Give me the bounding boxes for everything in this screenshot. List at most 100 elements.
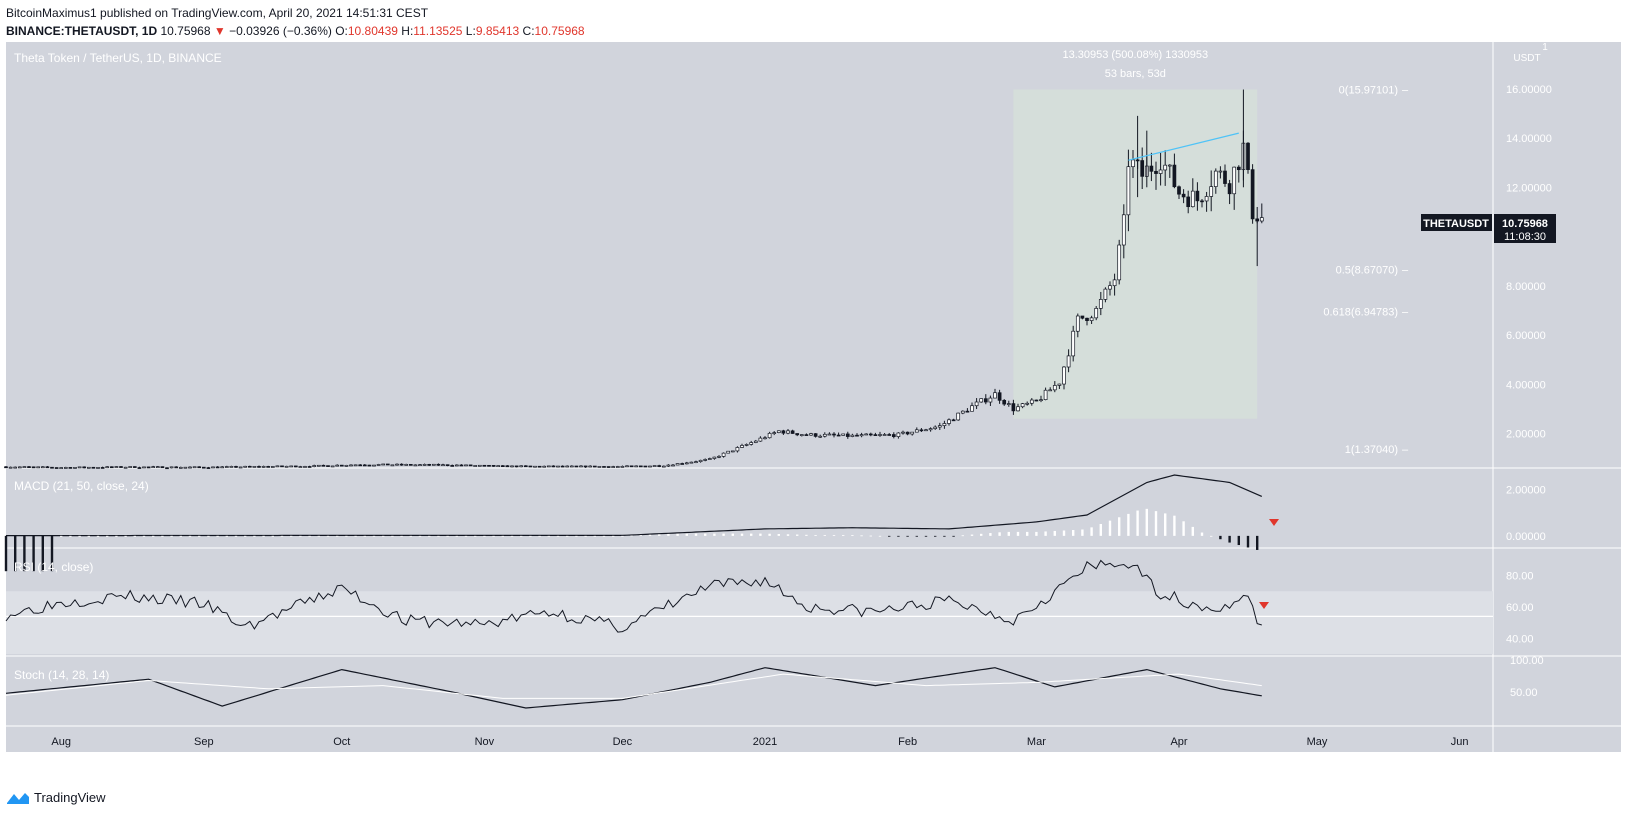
candle-body xyxy=(588,465,593,468)
macd-histogram-bar xyxy=(400,535,403,537)
candle-body xyxy=(1167,164,1172,167)
macd-histogram-bar xyxy=(961,535,964,537)
macd-histogram-bar xyxy=(271,535,274,537)
candle-body xyxy=(1218,170,1223,173)
candle-body xyxy=(86,466,91,469)
chart-area[interactable]: 0(15.97101) –0.5(8.67070) –0.618(6.94783) –… xyxy=(0,42,1627,752)
macd-histogram-bar xyxy=(152,535,155,537)
candle-body xyxy=(234,466,238,468)
candle-body xyxy=(1103,288,1108,300)
rsi-pane xyxy=(5,559,1493,654)
candle-body xyxy=(873,434,878,436)
candle-body xyxy=(1085,317,1089,321)
candle-body xyxy=(270,466,275,468)
candle-body xyxy=(252,466,257,468)
macd-histogram-bar xyxy=(326,535,330,537)
candle-body xyxy=(905,431,910,435)
candle-body xyxy=(1190,190,1195,208)
candle-body xyxy=(500,465,505,468)
candle-body xyxy=(611,466,616,468)
macd-histogram-bar xyxy=(878,535,882,537)
trendline[interactable] xyxy=(1128,132,1239,161)
macd-histogram-bar xyxy=(538,535,541,537)
candle-body xyxy=(818,435,823,438)
macd-histogram-bar xyxy=(87,535,90,537)
fibonacci-levels[interactable]: 0(15.97101) –0.5(8.67070) –0.618(6.94783) –… xyxy=(1323,84,1409,456)
candle-body xyxy=(40,466,45,469)
candle-body xyxy=(510,465,514,468)
rsi-axis-tick: 40.00 xyxy=(1506,633,1534,645)
candle-body xyxy=(408,464,413,466)
candle-body xyxy=(459,464,464,467)
macd-histogram-bar xyxy=(1210,535,1213,537)
macd-histogram-bar xyxy=(786,534,790,536)
candle-body xyxy=(914,429,919,433)
macd-histogram-bar xyxy=(124,535,127,537)
macd-histogram-bar xyxy=(584,535,587,537)
macd-histogram-bar xyxy=(50,535,54,572)
macd-histogram-bar xyxy=(676,533,679,536)
candle-body xyxy=(514,465,519,468)
down-arrow-icon: ▼ xyxy=(213,24,226,38)
candle-body xyxy=(1066,355,1071,368)
macd-histogram-bar xyxy=(142,535,146,537)
time-axis-tick: Nov xyxy=(475,736,495,748)
candle-body xyxy=(1039,399,1043,401)
candle-body xyxy=(1002,399,1007,405)
candle-body xyxy=(790,430,795,434)
candle-body xyxy=(901,431,905,434)
candle-body xyxy=(749,442,754,445)
candle-body xyxy=(1154,170,1158,174)
time-axis-tick: Dec xyxy=(613,736,633,748)
candle-body xyxy=(859,434,864,437)
candle-body xyxy=(344,464,349,467)
macd-histogram-bar xyxy=(869,535,872,537)
price-tag: 10.75968 xyxy=(1502,218,1548,230)
macd-histogram-bar xyxy=(1154,511,1158,536)
macd-histogram-bar xyxy=(1127,513,1130,536)
candle-body xyxy=(924,429,928,432)
macd-histogram-bar xyxy=(510,535,514,537)
candle-body xyxy=(694,461,698,463)
macd-histogram-bar xyxy=(1044,531,1047,536)
candle-body xyxy=(629,465,634,468)
candle-body xyxy=(243,465,248,468)
candle-body xyxy=(1177,186,1181,195)
candle-body xyxy=(565,465,570,468)
candle-body xyxy=(652,465,657,467)
macd-histogram-bar xyxy=(133,535,136,537)
fib-level-dash: – xyxy=(1402,444,1409,456)
candle-body xyxy=(947,419,951,424)
macd-histogram-bar xyxy=(980,533,983,536)
candle-body xyxy=(91,466,96,469)
macd-histogram-bar xyxy=(915,535,918,537)
macd-histogram-bar xyxy=(1099,523,1102,536)
last-price-tag[interactable]: THETAUSDT 10.75968 11:08:30 xyxy=(1421,214,1556,243)
candle-body xyxy=(951,419,956,422)
candle-body xyxy=(698,459,703,462)
macd-histogram-bar xyxy=(924,535,928,537)
macd-histogram-bar xyxy=(888,535,891,537)
macd-histogram-bar xyxy=(4,535,8,572)
macd-histogram-bar xyxy=(244,535,247,537)
candle-body xyxy=(404,464,409,466)
macd-histogram-bar xyxy=(409,535,412,537)
macd-histogram-bar xyxy=(860,535,863,537)
candle-body xyxy=(137,467,142,469)
macd-histogram-bar xyxy=(483,535,486,537)
stoch-pane xyxy=(5,667,1262,709)
macd-histogram-bar xyxy=(575,535,578,537)
candle-body xyxy=(620,466,625,468)
measure-range-box[interactable] xyxy=(1013,89,1258,419)
price-axis-tick: 8.00000 xyxy=(1506,281,1546,293)
candle-body xyxy=(661,465,666,468)
candle-body xyxy=(813,433,818,437)
footer: TradingView xyxy=(6,790,106,805)
macd-histogram-bar xyxy=(428,535,431,537)
candle-body xyxy=(634,465,639,468)
candle-body xyxy=(275,465,280,468)
macd-histogram-bar xyxy=(216,535,219,537)
macd-histogram-bar xyxy=(1145,508,1148,536)
candle-body xyxy=(105,466,110,469)
candle-body xyxy=(418,464,422,466)
